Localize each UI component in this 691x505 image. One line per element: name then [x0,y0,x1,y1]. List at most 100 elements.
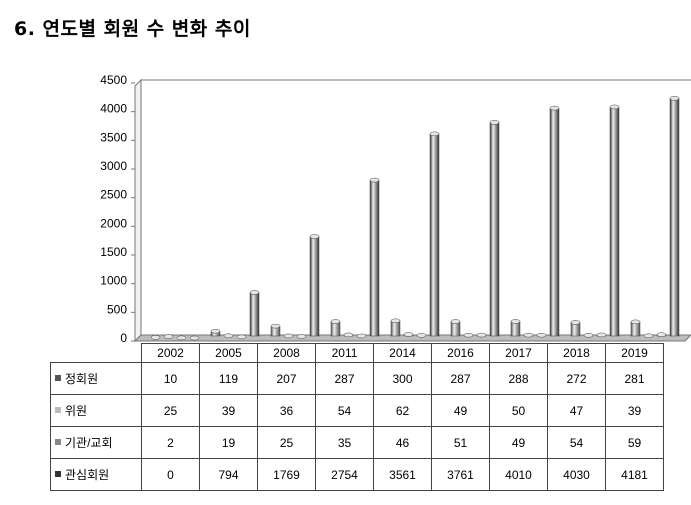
bar-cap [356,333,367,339]
y-tick-label: 1000 [100,274,127,288]
y-tick-label: 3500 [100,130,127,144]
data-value: 207 [257,362,316,395]
bar [549,107,560,337]
bar-cap [210,328,221,334]
bar-cap [403,332,414,337]
category-label: 2017 [489,343,548,363]
data-value: 2754 [315,458,374,491]
data-value: 47 [547,394,606,427]
bar-cap [189,335,200,341]
data-value: 19 [199,426,258,459]
bar-cap [223,333,234,339]
bar-cap [510,319,521,324]
bar-cap [643,333,654,339]
bar-cap [463,332,474,338]
data-value: 0 [141,458,200,491]
page-title: 6. 연도별 회원 수 변화 추이 [14,18,251,40]
data-value: 272 [547,362,606,395]
table-row: 관심회원 0 794 1769 2754 3561 3761 4010 4030 4181 [50,458,664,491]
data-value: 4181 [605,458,664,491]
data-value: 59 [605,426,664,459]
data-value: 25 [141,394,200,427]
floor [133,334,691,342]
bar-cap [283,333,294,339]
bar-cap [236,334,247,340]
bar-cap [596,332,607,338]
series-label: 기관/교회 [50,426,142,459]
data-table: 2002 2005 2008 2011 2014 2016 2017 2018 2019 정회원… [50,343,664,491]
bar [609,106,620,337]
series-name: 관심회원 [65,468,110,482]
data-value: 54 [547,426,606,459]
bar-cap [450,319,461,324]
data-value: 50 [489,394,548,427]
bar-cap [150,335,161,340]
bar-cap [163,334,174,339]
bar-cap [429,131,440,137]
series-name: 정회원 [65,372,99,386]
side-wall [134,78,142,343]
y-tick-label: 2500 [100,188,127,202]
bar-cap [476,332,487,338]
bar-cap [609,104,620,110]
data-value: 46 [373,426,432,459]
y-tick-label: 1500 [100,245,127,259]
y-tick-label: 3000 [100,159,127,173]
data-value: 36 [257,394,316,427]
data-value: 281 [605,362,664,395]
bar-cap [583,333,594,338]
data-value: 4030 [547,458,606,491]
bar-cap [489,120,500,125]
bar [489,122,500,337]
bar-cap [330,319,341,324]
data-value: 39 [605,394,664,427]
bar-cap [536,332,547,338]
y-tick-label: 2000 [100,216,127,230]
category-label: 2005 [199,343,258,363]
bar [369,179,380,337]
bar-cap [343,332,354,338]
bar-cap [416,333,427,338]
data-value: 3761 [431,458,490,491]
bar [249,292,260,337]
bar-cap [369,177,380,183]
data-value: 35 [315,426,374,459]
data-value: 3561 [373,458,432,491]
category-label: 2019 [605,343,664,363]
bar [390,320,401,337]
data-value: 62 [373,394,432,427]
legend-marker [55,439,61,445]
y-tick-label: 0 [120,331,127,345]
bar-cap [249,290,260,295]
series-label: 정회원 [50,362,142,395]
table-row: 기관/교회 2 19 25 35 46 51 49 54 59 [50,426,664,459]
data-value: 287 [315,362,374,395]
y-tick-label: 4500 [100,73,127,87]
data-value: 288 [489,362,548,395]
data-value: 54 [315,394,374,427]
bar-cap [656,332,667,337]
bar-cap [296,334,307,339]
y-tick-label: 500 [107,302,127,316]
bar-cap [630,319,641,325]
series-label: 위원 [50,394,142,427]
data-value: 10 [141,362,200,395]
bar [309,236,320,337]
table-corner [51,344,142,363]
data-value: 287 [431,362,490,395]
series-name: 기관/교회 [65,436,113,450]
bar-cap [549,105,560,111]
bar-cap [570,320,581,325]
series-name: 위원 [65,404,88,418]
bar [669,98,680,337]
table-row: 정회원 10 119 207 287 300 287 288 272 281 [50,362,664,395]
bar-cap [390,318,401,324]
data-value: 49 [431,394,490,427]
data-value: 25 [257,426,316,459]
bar [429,133,440,337]
bar-cap [523,332,534,338]
data-value: 39 [199,394,258,427]
data-value: 300 [373,362,432,395]
category-label: 2018 [547,343,606,363]
legend-marker [55,471,61,477]
